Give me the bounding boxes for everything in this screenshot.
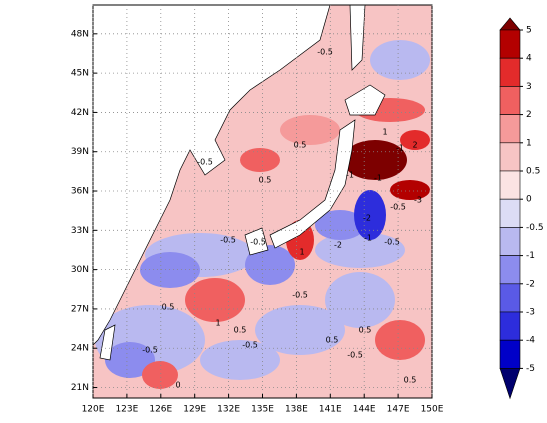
- colorbar-box: [499, 198, 521, 228]
- contour-label: 0.5: [259, 176, 272, 185]
- x-tick-label: 141E: [319, 405, 342, 415]
- colorbar-label: 0: [526, 195, 532, 205]
- colorbar-box: [499, 114, 521, 144]
- colorbar-label: 1: [526, 138, 532, 148]
- contour-label: -0.5: [197, 158, 213, 167]
- contour-label: -0.5: [317, 48, 333, 57]
- contour-label: -1: [396, 144, 404, 153]
- contour-label: 0.5: [404, 376, 417, 385]
- contour-label: -0.5: [384, 238, 400, 247]
- contour-label: -2: [334, 241, 342, 250]
- contour-label: -0.5: [242, 341, 258, 350]
- contour-label: -0.5: [292, 291, 308, 300]
- anomaly-blobs: [95, 40, 430, 389]
- contour-label: 1: [299, 248, 304, 257]
- x-tick-label: 147E: [387, 405, 410, 415]
- contour-label: -0.5: [220, 236, 236, 245]
- colorbar-label: -0.5: [526, 223, 544, 233]
- y-tick-label: 27N: [71, 304, 89, 314]
- y-tick-label: 39N: [71, 147, 89, 157]
- y-tick-label: 45N: [71, 69, 89, 79]
- y-tick-label: 48N: [71, 29, 89, 39]
- x-tick-label: 132E: [217, 405, 240, 415]
- colorbar-box: [499, 368, 521, 400]
- colorbar-box: [499, 57, 521, 87]
- colorbar-label: -2: [526, 279, 535, 289]
- contour-label: -0.5: [250, 238, 266, 247]
- contour-label: 0.5: [234, 326, 247, 335]
- colorbar-label: -5: [526, 364, 535, 374]
- colorbar-label: -3: [526, 308, 535, 318]
- contour-label: 0.5: [162, 303, 175, 312]
- y-tick-label: 24N: [71, 344, 89, 354]
- colorbar-box: [499, 86, 521, 115]
- colorbar-label: 3: [526, 82, 532, 92]
- colorbar-box: [499, 29, 521, 59]
- contour-label: -1: [364, 234, 372, 243]
- x-tick-label: 144E: [353, 405, 376, 415]
- x-tick-label: 135E: [251, 405, 274, 415]
- contour-label: 1: [215, 319, 220, 328]
- colorbar-label: 4: [526, 54, 532, 64]
- land: [93, 5, 386, 361]
- colorbar-label: 5: [526, 26, 532, 36]
- contour-label: -0.5: [142, 346, 158, 355]
- colorbar-box: [499, 283, 521, 313]
- contour-label: -1: [374, 174, 382, 183]
- y-tick-label: 21N: [71, 383, 89, 393]
- contour-label: -0.5: [390, 203, 406, 212]
- contour-label: 1: [382, 128, 387, 137]
- x-tick-label: 129E: [183, 405, 206, 415]
- colorbar-box: [499, 17, 521, 31]
- contour-label: 2: [412, 141, 417, 150]
- colorbar-label: 0.5: [526, 167, 540, 177]
- contour-label: -2: [363, 214, 371, 223]
- contour-label: 0: [175, 381, 180, 390]
- y-tick-label: 30N: [71, 265, 89, 275]
- colorbar-box: [499, 339, 521, 369]
- colorbar-label: 2: [526, 110, 532, 120]
- y-tick-label: 33N: [71, 226, 89, 236]
- contour-label: 0.5: [359, 326, 372, 335]
- colorbar-box: [499, 255, 521, 285]
- colorbar-box: [499, 142, 521, 172]
- colorbar-box: [499, 227, 521, 256]
- contour-label: 0.5: [294, 141, 307, 150]
- x-tick-label: 138E: [285, 405, 308, 415]
- x-tick-label: 150E: [421, 405, 444, 415]
- colorbar-label: -4: [526, 336, 535, 346]
- contour-label: -1: [346, 171, 354, 180]
- y-tick-label: 42N: [71, 108, 89, 118]
- contour-label: -3: [414, 196, 422, 205]
- contour-label: 0.5: [326, 336, 339, 345]
- y-tick-label: 36N: [71, 187, 89, 197]
- x-tick-label: 120E: [82, 405, 105, 415]
- contour-label: -0.5: [347, 351, 363, 360]
- colorbar-box: [499, 311, 521, 341]
- colorbar-label: -1: [526, 251, 535, 261]
- colorbar-box: [499, 170, 521, 200]
- x-tick-label: 123E: [115, 405, 138, 415]
- x-tick-label: 126E: [149, 405, 172, 415]
- field: [93, 5, 432, 398]
